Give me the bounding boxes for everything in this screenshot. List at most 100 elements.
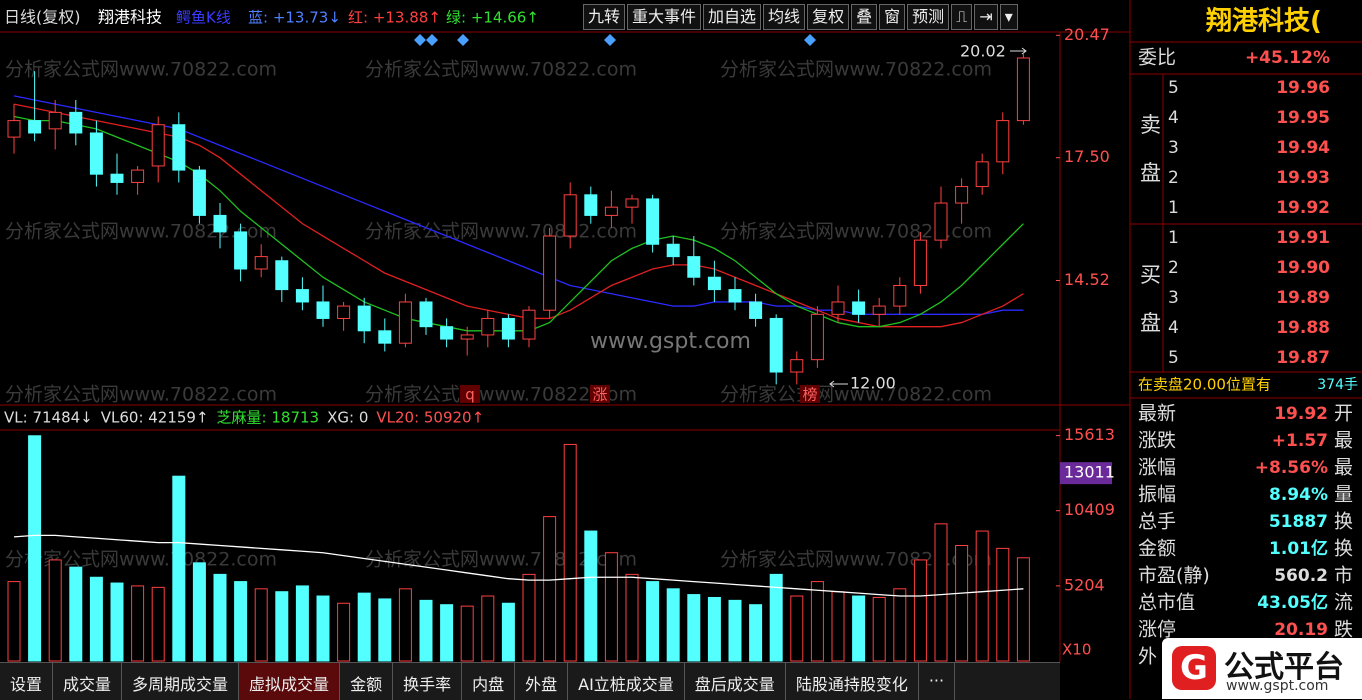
volume-bar [872, 596, 886, 662]
y-tick-label: 20.47 [1064, 25, 1110, 44]
tab[interactable]: 虚拟成交量 [239, 663, 341, 700]
volume-bar [48, 559, 62, 662]
low-label: 12.00 [850, 374, 896, 393]
volume-bar [28, 435, 42, 662]
volume-bar [604, 552, 618, 662]
event-diamonds [414, 34, 816, 46]
ask-price: 19.92 [1276, 198, 1330, 218]
tab[interactable]: 换手率 [393, 663, 463, 700]
indicator-name: 鳄鱼K线 [176, 9, 231, 27]
tab[interactable]: 外盘 [515, 663, 569, 700]
stat-value: 19.92 [1274, 404, 1328, 424]
toolbar-button[interactable]: 窗 [879, 4, 906, 30]
toolbar-button[interactable]: 复权 [807, 4, 850, 30]
candle-body [213, 214, 227, 233]
candle-body [28, 120, 42, 134]
stat-side: 最 [1334, 457, 1353, 479]
volume-bar [460, 605, 474, 662]
candle-body [687, 256, 701, 278]
candle-body [275, 260, 289, 291]
watermark: www.gspt.com [590, 329, 751, 354]
marker: 榜 [802, 386, 817, 404]
level: 4 [1168, 108, 1179, 128]
tab[interactable]: 设置 [0, 663, 54, 700]
volume-bar [955, 545, 969, 662]
tab[interactable]: AI立桩成交量 [568, 663, 685, 700]
watermark: 分析家公式网www.70822.com [5, 549, 277, 571]
toolbar-button[interactable]: 重大事件 [627, 4, 702, 30]
candle-body [440, 326, 454, 340]
volume-bar [440, 604, 454, 662]
tab[interactable]: 多周期成交量 [122, 663, 240, 700]
candle-body [254, 256, 268, 270]
bid-price: 19.90 [1276, 258, 1330, 278]
tab[interactable]: 成交量 [53, 663, 123, 700]
stat-label: 市盈(静) [1138, 565, 1210, 587]
toolbar-button[interactable]: 叠 [851, 4, 878, 30]
tab[interactable]: 金额 [340, 663, 394, 700]
bid-price: 19.91 [1276, 228, 1330, 248]
volume-unit: X10 [1062, 641, 1091, 659]
stat-label: 总市值 [1138, 592, 1195, 614]
wei-bi-label: 委比 [1138, 47, 1176, 69]
candle-body [604, 206, 618, 216]
notice-qty: 374手 [1317, 377, 1358, 393]
toolbar-button[interactable]: 加自选 [703, 4, 762, 30]
toolbar-icon[interactable]: ⎍ [951, 4, 973, 30]
candle-body [831, 301, 845, 315]
candle-body [131, 169, 145, 183]
volume-bar [810, 581, 824, 662]
level: 5 [1168, 78, 1179, 98]
volume-bar [7, 581, 21, 662]
toolbar-icon[interactable]: ⇥ [974, 4, 998, 30]
logo-url: www.gspt.com [1226, 678, 1329, 694]
volume-bar [975, 530, 989, 662]
candle-body [110, 173, 124, 183]
volume-bar [522, 573, 536, 662]
toolbar-icon[interactable]: ▾ [999, 4, 1018, 30]
candle-body [749, 301, 763, 319]
stat-value: 1.01亿 [1269, 538, 1328, 559]
volume-bar [234, 581, 248, 662]
ask-price: 19.95 [1276, 108, 1330, 128]
volume-bar [687, 594, 701, 662]
stat-side: 最 [1334, 430, 1353, 452]
tab[interactable]: ··· [919, 663, 956, 700]
candle-body [69, 111, 83, 134]
volume-bar [89, 576, 103, 662]
logo-mark: G [1172, 646, 1216, 690]
stat-side: 换 [1334, 538, 1353, 560]
toolbar-button[interactable]: 九转 [583, 4, 626, 30]
volume-bar [852, 595, 866, 662]
volume-bar [996, 547, 1010, 662]
watermark: 分析家公式网www.70822.com [365, 221, 637, 243]
volume-bar [934, 523, 948, 662]
tab[interactable]: 内盘 [462, 663, 516, 700]
candle-body [316, 301, 330, 319]
tab[interactable]: 盘后成交量 [685, 663, 786, 700]
candle-body [852, 301, 866, 315]
candle-body [337, 305, 351, 319]
ask-price: 19.93 [1276, 168, 1330, 188]
y-tick-label: 10409 [1064, 500, 1115, 519]
stat-value: +1.57 [1272, 431, 1328, 451]
level: 2 [1168, 258, 1179, 278]
current-volume-box [1060, 462, 1112, 485]
tab[interactable]: 陆股通持股变化 [786, 663, 919, 700]
arrow [829, 380, 848, 388]
stat-label: 振幅 [1138, 484, 1176, 506]
candle-body [955, 186, 969, 204]
candle-body [728, 289, 742, 303]
candle-body [151, 124, 165, 167]
candle-body [1016, 57, 1030, 122]
y-tick-label: 17.50 [1064, 147, 1110, 166]
watermark: 分析家公式网www.70822.com [5, 384, 277, 406]
bid-price: 19.88 [1276, 318, 1330, 338]
toolbar-button[interactable]: 均线 [763, 4, 806, 30]
toolbar-button[interactable]: 预测 [907, 4, 950, 30]
side-label: 盘 [1140, 161, 1161, 185]
level: 5 [1168, 348, 1179, 368]
level: 1 [1168, 228, 1179, 248]
